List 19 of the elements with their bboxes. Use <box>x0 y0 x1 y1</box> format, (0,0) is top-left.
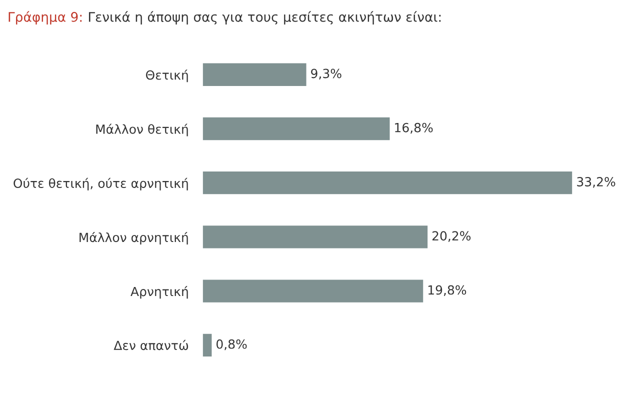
y-tick-label: Δεν απαντώ <box>114 340 188 350</box>
bar <box>202 171 572 194</box>
y-tick-label: Μάλλον θετική <box>96 124 188 136</box>
bar <box>202 117 390 140</box>
y-tick-label: Αρνητική <box>130 286 188 299</box>
bar <box>202 334 212 357</box>
chart-title: Γράφημα 9: Γενικά η άποψη σας για τους μεσίτες ακινήτων είναι: <box>8 11 441 24</box>
data-label: 20,2% <box>432 231 471 242</box>
data-label: 16,8% <box>395 122 433 134</box>
y-tick-label: Θετική <box>146 70 188 82</box>
data-label: 33,2% <box>577 176 616 188</box>
bar <box>202 280 424 302</box>
data-label: 9,3% <box>311 68 342 80</box>
y-tick-label: Μάλλον αρνητική <box>80 232 188 245</box>
data-label: 0,8% <box>216 339 247 350</box>
data-label: 19,8% <box>428 285 466 296</box>
bar <box>202 226 428 248</box>
bar <box>202 63 306 86</box>
y-tick-label: Ούτε θετική, ούτε αρνητική <box>14 178 188 190</box>
